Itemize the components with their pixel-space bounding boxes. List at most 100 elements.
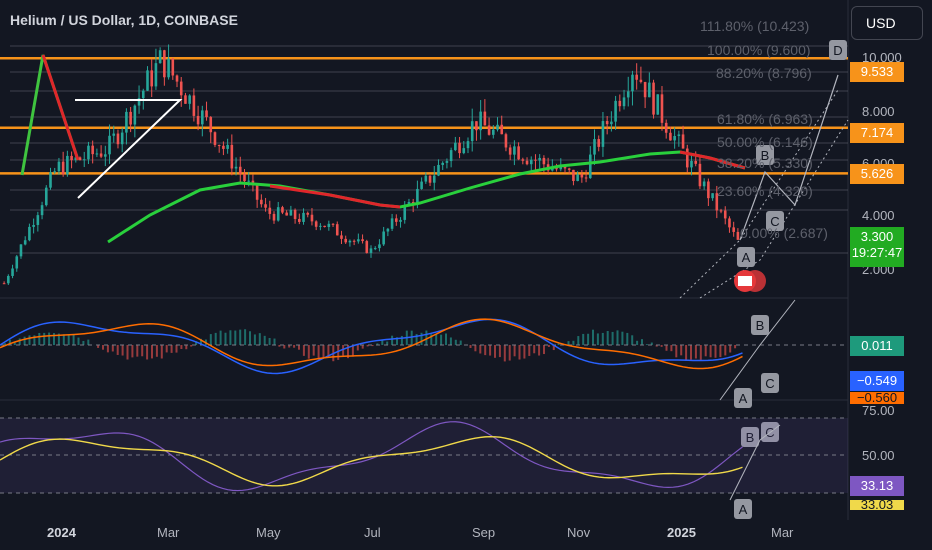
macd-line [0,318,743,375]
candle-body [49,172,52,188]
candle-body [340,235,343,239]
candle-body [643,81,647,98]
fib-label-382: 38.20% (5.330) [717,155,813,171]
candle-body [685,148,689,168]
rsi-ma-tag: 33.03 [850,500,904,510]
wave-label-b: B [761,148,770,163]
macd-wave-label-b: B [756,318,765,333]
candle-body [171,58,175,76]
candle-body [234,166,238,169]
candle-body [192,95,196,116]
candle-body [635,74,638,80]
candle-body [373,248,377,250]
candle-body [458,142,461,154]
candle-body [133,105,137,125]
candle-body [154,63,158,87]
candle-body [323,225,326,228]
elliott-wave-drawing [41,54,80,161]
candle-body [538,157,541,161]
candle-body [441,162,444,165]
candle-body [36,215,40,225]
candle-body [715,193,719,211]
candle-body [584,177,588,179]
candle-body [158,50,162,64]
fib-label-882: 88.20% (8.796) [716,65,812,81]
rsi-ma-line [0,435,743,487]
candle-body [331,223,335,225]
candle-body [137,98,141,106]
price-tick-4: 4.000 [862,208,895,223]
candle-body [264,204,267,208]
candle-body [487,125,491,135]
candle-body [11,268,14,276]
wave-label-c-bg [766,211,784,231]
candle-body [462,148,466,154]
candle-body [348,240,352,243]
wave-label-a: A [742,250,751,265]
candle-body [188,95,191,104]
candle-body [698,163,702,187]
candle-body [82,159,86,161]
candle-body [424,175,428,182]
candle-body [525,160,529,165]
candle-body [209,117,213,133]
last-price-value: 3.300 [860,229,894,244]
candle-body [319,225,322,227]
candle-body [260,199,263,205]
candle-body [513,146,516,155]
candle-body [660,94,664,123]
candle-body [2,283,6,285]
candle-body [19,244,23,257]
time-label-sep: Sep [472,525,496,540]
candle-body [508,147,512,155]
candle-body [529,159,533,165]
candle-body [230,144,234,169]
time-label-2025: 2025 [667,525,696,540]
candle-body [407,202,411,206]
fib-label-0: 0.00% (2.687) [740,225,828,241]
candle-body [420,181,423,189]
rsi-tag: 33.13 [850,476,904,496]
candle-body [534,159,537,161]
candle-body [732,227,735,232]
candle-body [61,161,65,175]
candle-body [289,209,293,216]
fib-label-236: 23.60% (4.320) [717,183,813,199]
candle-body [281,207,284,213]
candle-body [213,132,217,145]
candle-body [576,174,579,182]
candle-body [390,218,394,229]
fib-label-1118: 111.80% (10.423) [700,18,810,34]
currency-button[interactable]: USD [851,6,923,40]
candle-body [150,70,154,87]
fib-label-100: 100.00% (9.600) [707,42,811,58]
candle-body [694,160,698,164]
macd-projection [719,299,796,401]
event-flag-icon [744,270,766,292]
wave-label-b-bg [756,145,774,165]
candle-body [690,160,693,168]
signal-line [0,318,743,370]
candle-body [664,122,668,133]
candle-body [416,188,419,205]
countdown-value: 19:27:47 [851,245,903,260]
candle-body [184,95,187,104]
candle-body [677,134,681,137]
time-label-may: May [256,525,281,540]
candle-body [673,136,676,141]
candle-body [306,212,310,215]
candle-body [386,228,390,232]
rsi-wave-label-a-bg [734,499,752,519]
candle-body [361,239,364,242]
candle-body [40,205,44,216]
candle-body [201,110,204,125]
candle-body [53,171,57,173]
candle-body [483,111,487,126]
candle-body [116,133,120,145]
wave-label-d: D [833,43,842,58]
candle-body [129,111,132,125]
candle-body [470,121,474,142]
candle-body [588,154,592,179]
chart-title: Helium / US Dollar, 1D, COINBASE [10,12,238,28]
